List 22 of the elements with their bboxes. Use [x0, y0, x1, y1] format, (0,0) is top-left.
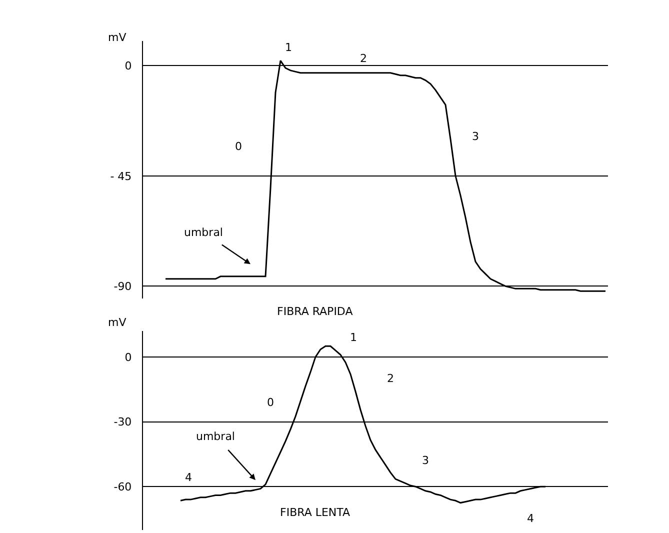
- annotation: 0: [267, 396, 274, 409]
- y-tick-label: -90: [114, 280, 132, 294]
- annotation: 3: [422, 454, 429, 467]
- y-tick-label: - 45: [110, 170, 132, 183]
- annotation: 4: [185, 471, 192, 484]
- annotation: 1: [350, 331, 357, 344]
- y-tick-label: -60: [114, 480, 132, 494]
- annotation: umbral: [184, 226, 223, 239]
- y-tick-label: -30: [114, 416, 132, 429]
- annotation: 2: [387, 372, 394, 385]
- annotation: 2: [360, 52, 367, 65]
- y-tick-label: 0: [124, 350, 132, 364]
- x-axis-title: FIBRA LENTA: [280, 506, 351, 519]
- y-axis-title: mV: [108, 31, 127, 44]
- annotation: umbral: [196, 430, 235, 443]
- annotation: 0: [235, 140, 242, 153]
- y-tick-label: 0: [124, 59, 132, 72]
- annotation: 3: [472, 130, 479, 143]
- x-axis-title: FIBRA RAPIDA: [277, 305, 354, 318]
- y-axis-title: mV: [108, 316, 127, 329]
- annotation: 4: [527, 512, 534, 525]
- annotation: 1: [285, 41, 292, 54]
